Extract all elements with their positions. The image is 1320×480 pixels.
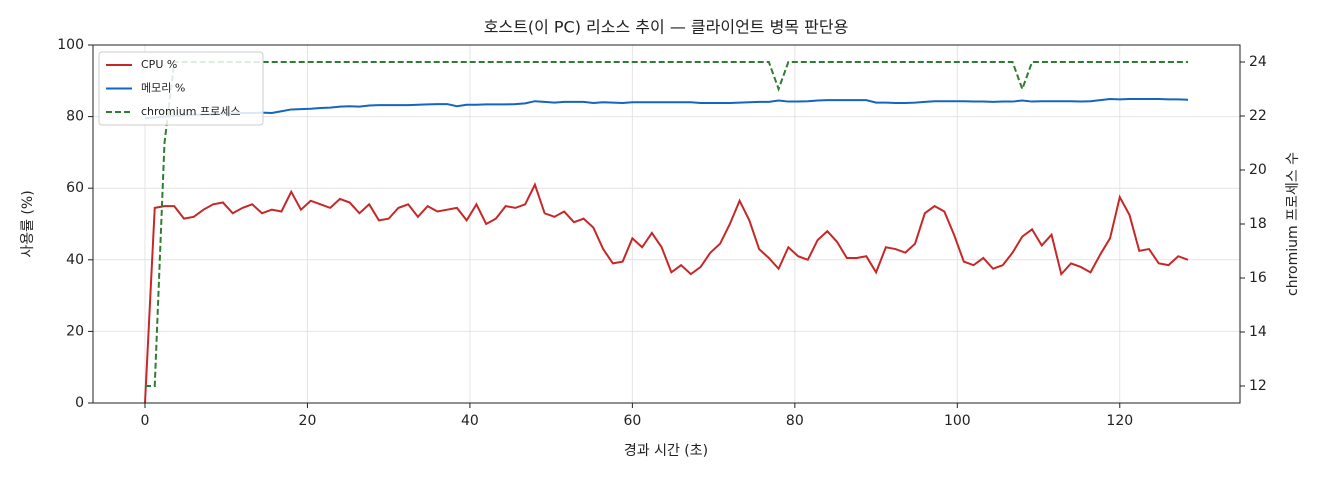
chart-title: 호스트(이 PC) 리소스 추이 — 클라이언트 병목 판단용	[484, 18, 849, 37]
y2-tick-label: 22	[1249, 108, 1267, 124]
y-tick-label: 20	[66, 323, 84, 339]
x-tick-label: 40	[461, 413, 479, 429]
x-axis-label: 경과 시간 (초)	[624, 443, 708, 459]
y-tick-label: 100	[57, 37, 84, 53]
y-tick-label: 80	[66, 109, 84, 125]
legend-label: CPU %	[141, 58, 177, 71]
series-line	[144, 61, 1189, 387]
legend-label: 메모리 %	[141, 82, 185, 95]
y-tick-label: 0	[75, 395, 84, 411]
y2-tick-label: 20	[1249, 162, 1267, 178]
series-line	[144, 98, 1189, 120]
series-line	[143, 182, 1189, 404]
legend-box	[98, 51, 264, 126]
x-tick-label: 80	[786, 413, 804, 429]
y2-tick-label: 12	[1249, 378, 1267, 394]
y2-axis-label: chromium 프로세스 수	[1285, 152, 1301, 296]
y-tick-label: 40	[66, 252, 84, 268]
y2-tick-label: 24	[1249, 54, 1267, 70]
legend-label: chromium 프로세스	[141, 105, 240, 118]
x-tick-label: 0	[141, 413, 150, 429]
x-tick-label: 100	[944, 413, 971, 429]
y-tick-label: 60	[66, 180, 84, 196]
x-tick-label: 60	[623, 413, 641, 429]
y2-tick-label: 18	[1249, 216, 1267, 232]
x-tick-label: 20	[299, 413, 317, 429]
y2-tick-label: 16	[1249, 270, 1267, 286]
y2-tick-label: 14	[1249, 324, 1267, 340]
legend: CPU % 메모리 % chromium 프로세스	[98, 51, 264, 126]
y-axis-label: 사용률 (%)	[20, 190, 36, 257]
x-tick-label: 120	[1106, 413, 1133, 429]
plot-frame	[92, 44, 1241, 404]
